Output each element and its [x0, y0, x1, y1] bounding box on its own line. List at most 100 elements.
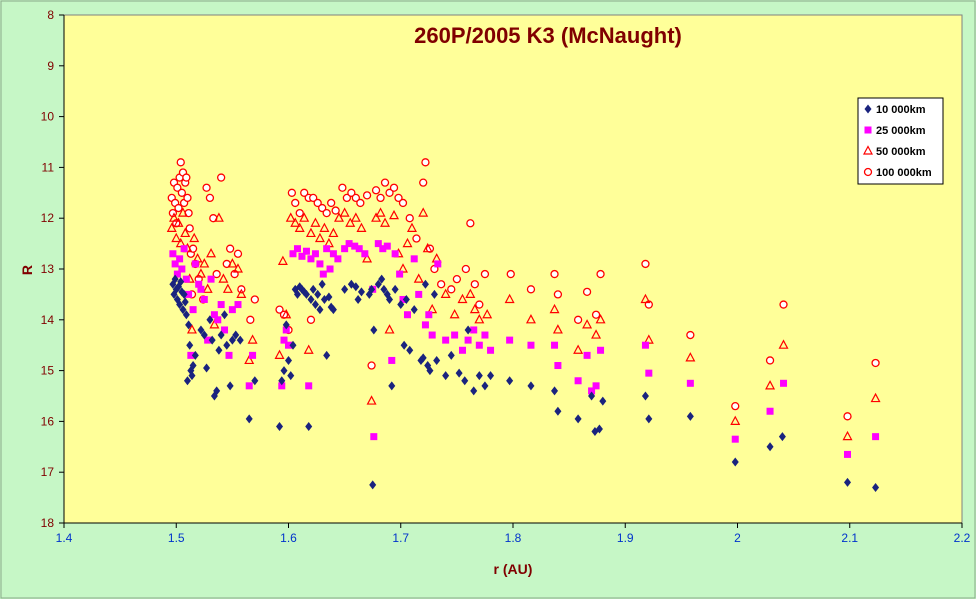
data-point-diamond: [179, 305, 187, 315]
data-point-square: [278, 382, 286, 390]
data-point-circle: [287, 188, 297, 197]
y-tick-label: 17: [41, 465, 55, 479]
data-point-triangle: [186, 324, 197, 334]
data-point-diamond: [368, 284, 376, 294]
y-axis-ticks: 8 9 10 11 12 13 14 15 16 17 18: [41, 8, 64, 530]
data-point-square: [326, 265, 334, 273]
data-point-diamond: [588, 391, 596, 401]
data-point-circle: [553, 290, 563, 299]
data-point-square: [217, 301, 225, 309]
data-point-square: [731, 435, 739, 443]
data-point-diamond: [527, 381, 535, 391]
data-point-triangle: [334, 212, 345, 222]
data-point-diamond: [226, 381, 234, 391]
legend-label: 50 000km: [876, 146, 926, 158]
data-point-square: [285, 341, 292, 349]
data-point-triangle: [274, 349, 285, 359]
data-point-diamond: [430, 289, 438, 299]
series-diamond: [169, 274, 880, 492]
x-tick-label: 1.8: [505, 531, 522, 545]
data-point-diamond: [325, 292, 333, 302]
y-tick-label: 18: [41, 516, 55, 530]
data-point-diamond: [185, 320, 193, 330]
data-point-diamond: [402, 294, 410, 304]
data-point-circle: [419, 178, 428, 187]
data-point-circle: [182, 173, 191, 182]
data-point-triangle: [504, 293, 515, 304]
data-point-circle: [351, 193, 361, 203]
data-point-circle: [176, 158, 185, 167]
data-point-diamond: [232, 330, 240, 340]
data-point-diamond: [251, 376, 259, 386]
data-point-square: [345, 240, 353, 248]
data-point-square: [293, 245, 301, 253]
plot-area: [63, 14, 963, 524]
data-point-diamond: [305, 421, 313, 431]
data-point-triangle: [406, 222, 417, 232]
data-point-diamond: [464, 325, 472, 335]
data-point-square: [189, 306, 197, 314]
data-point-circle: [376, 193, 385, 203]
data-point-diamond: [397, 300, 405, 310]
y-tick-label: 12: [41, 211, 55, 225]
data-point-diamond: [197, 325, 205, 335]
legend-marker-diamond: [864, 104, 872, 114]
data-point-diamond: [208, 335, 216, 345]
data-point-diamond: [180, 289, 188, 299]
data-point-square: [282, 326, 290, 334]
data-point-diamond: [289, 340, 297, 350]
data-point-circle: [765, 356, 775, 365]
data-point-square: [225, 351, 233, 359]
data-point-triangle: [350, 212, 361, 222]
y-tick-label: 9: [47, 59, 54, 73]
chart-title: 260P/2005 K3 (McNaught): [414, 23, 682, 48]
data-point-circle: [174, 203, 183, 213]
data-point-square: [207, 275, 215, 283]
data-point-square: [442, 336, 450, 344]
data-point-diamond: [357, 287, 365, 297]
legend-marker-circle: [863, 167, 873, 177]
data-point-circle: [550, 269, 559, 279]
data-point-circle: [398, 198, 408, 208]
data-point-diamond: [731, 457, 739, 467]
y-tick-label: 10: [41, 110, 55, 124]
data-point-triangle: [285, 212, 296, 222]
data-point-square: [451, 331, 459, 339]
data-point-diamond: [388, 381, 396, 391]
data-point-diamond: [475, 371, 483, 381]
x-tick-label: 1.7: [392, 531, 409, 545]
legend-marker-square: [864, 126, 872, 134]
data-point-diamond: [481, 381, 489, 391]
data-point-square: [289, 250, 297, 258]
data-point-square: [319, 270, 327, 278]
data-point-circle: [731, 402, 740, 411]
data-point-triangle: [169, 212, 180, 222]
data-point-circle: [233, 249, 243, 258]
data-point-square: [403, 311, 411, 319]
data-point-diamond: [844, 477, 852, 487]
data-points: [166, 158, 881, 492]
data-point-diamond: [188, 371, 196, 381]
data-point-triangle: [290, 217, 301, 227]
data-point-diamond: [280, 366, 288, 376]
data-point-diamond: [447, 350, 455, 360]
data-point-circle: [356, 198, 365, 208]
data-point-triangle: [730, 415, 741, 425]
y-tick-label: 11: [42, 160, 55, 174]
data-point-triangle: [402, 237, 413, 248]
data-point-diamond: [182, 310, 190, 320]
data-point-diamond: [245, 414, 253, 424]
data-point-circle: [447, 285, 456, 294]
data-point-square: [361, 250, 369, 258]
data-point-diamond: [455, 368, 463, 378]
data-point-square: [464, 336, 472, 344]
x-tick-label: 1.6: [280, 531, 297, 545]
data-point-square: [434, 260, 442, 268]
data-point-triangle: [482, 308, 493, 319]
data-point-circle: [183, 193, 192, 203]
data-point-square: [844, 450, 852, 458]
data-point-diamond: [228, 335, 236, 345]
data-point-triangle: [345, 217, 356, 227]
data-point-triangle: [595, 314, 606, 324]
